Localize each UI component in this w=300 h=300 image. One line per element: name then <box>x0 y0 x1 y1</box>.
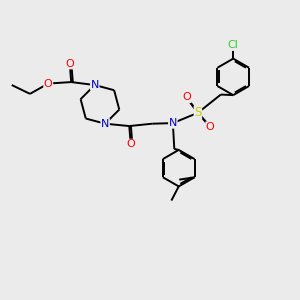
Text: O: O <box>206 122 214 132</box>
Text: N: N <box>91 80 99 90</box>
Text: O: O <box>65 59 74 69</box>
Text: O: O <box>182 92 191 103</box>
Text: N: N <box>101 119 109 129</box>
Text: O: O <box>44 79 52 88</box>
Text: S: S <box>194 106 202 119</box>
Text: N: N <box>169 118 177 128</box>
Text: O: O <box>126 139 135 149</box>
Text: Cl: Cl <box>228 40 238 50</box>
